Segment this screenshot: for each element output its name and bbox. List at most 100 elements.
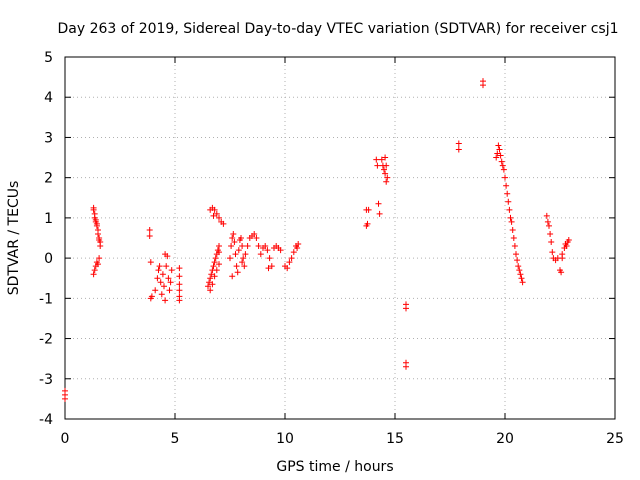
data-point: [266, 255, 273, 262]
data-point: [229, 235, 236, 241]
data-point: [373, 156, 380, 163]
data-point: [265, 265, 272, 272]
y-tick-label: -1: [39, 291, 53, 307]
data-point: [95, 261, 101, 268]
data-point: [208, 271, 215, 278]
data-point: [176, 273, 183, 280]
data-point: [513, 251, 519, 258]
data-point: [503, 182, 510, 189]
data-point: [95, 230, 101, 237]
data-point: [480, 82, 486, 89]
data-point: [504, 190, 511, 197]
data-point: [216, 249, 222, 256]
data-point: [255, 243, 262, 250]
data-point: [375, 200, 382, 207]
data-point: [167, 279, 174, 286]
data-point: [176, 281, 183, 288]
data-point: [518, 275, 525, 282]
data-point: [382, 154, 389, 161]
data-point: [93, 222, 100, 229]
data-point: [264, 247, 271, 254]
data-point: [96, 255, 103, 262]
data-point: [544, 218, 551, 225]
data-point: [242, 251, 249, 258]
data-point: [498, 158, 505, 165]
data-point: [262, 243, 269, 250]
data-point: [238, 235, 244, 241]
data-point: [277, 247, 284, 254]
data-point: [216, 214, 222, 221]
y-tick-label: 4: [44, 90, 53, 106]
y-tick-label: -2: [39, 332, 53, 348]
data-point: [233, 263, 240, 270]
data-point: [494, 150, 501, 157]
data-point: [455, 146, 462, 153]
data-point: [232, 251, 239, 258]
x-tick-label: 0: [61, 431, 70, 447]
data-point: [558, 269, 565, 276]
data-point: [559, 255, 566, 262]
data-point: [213, 267, 220, 274]
data-point: [251, 230, 258, 237]
data-point: [146, 226, 153, 233]
data-point: [516, 267, 523, 274]
data-point: [515, 263, 522, 270]
data-point: [378, 156, 385, 163]
data-point: [216, 261, 222, 268]
data-point: [383, 162, 390, 169]
data-point: [211, 259, 218, 266]
data-point: [517, 271, 524, 278]
data-point: [548, 239, 555, 246]
x-tick-labels: 0 5 10 15 20 25: [61, 431, 624, 447]
data-point: [163, 263, 170, 270]
data-point: [164, 253, 171, 260]
data-point: [176, 297, 183, 304]
data-point: [206, 279, 213, 286]
data-point: [502, 174, 508, 181]
x-tick-label: 15: [386, 431, 404, 447]
data-point: [90, 271, 97, 278]
y-tick-label: 5: [44, 50, 53, 66]
y-tick-label: 1: [44, 211, 53, 227]
data-point: [211, 273, 218, 280]
data-point: [216, 243, 222, 250]
data-point: [286, 259, 293, 266]
y-tick-labels: -4 -3 -2 -1 0 1 2 3 4 5: [39, 50, 53, 428]
data-point: [213, 210, 220, 217]
data-point: [382, 170, 389, 177]
data-point: [290, 249, 297, 256]
data-point: [156, 263, 163, 270]
data-point: [229, 273, 236, 280]
x-tick-label: 5: [171, 431, 180, 447]
data-point: [511, 243, 518, 250]
data-point: [239, 243, 246, 250]
data-point: [497, 152, 504, 159]
data-point: [295, 241, 302, 248]
data-point: [519, 279, 526, 286]
data-point: [493, 154, 500, 161]
data-point: [241, 263, 248, 270]
data-point: [155, 267, 162, 274]
data-point: [376, 210, 383, 217]
data-point: [505, 198, 512, 205]
x-tick-label: 10: [276, 431, 294, 447]
data-point: [509, 226, 516, 233]
data-point: [176, 287, 183, 294]
data-point: [546, 222, 552, 229]
data-point: [257, 251, 264, 258]
data-point: [363, 222, 370, 229]
data-point: [211, 206, 218, 213]
data-point: [235, 247, 242, 254]
data-point: [231, 239, 238, 246]
chart-title: Day 263 of 2019, Sidereal Day-to-day VTE…: [57, 21, 618, 37]
data-point: [210, 212, 217, 219]
y-tick-label: -3: [39, 372, 53, 388]
axis-ticks: [64, 56, 616, 420]
data-point: [62, 395, 68, 402]
data-point: [205, 283, 211, 290]
data-point: [210, 263, 217, 270]
data-point: [207, 275, 214, 282]
y-tick-label: 3: [44, 130, 53, 146]
data-point: [253, 235, 260, 241]
data-point: [148, 293, 155, 300]
